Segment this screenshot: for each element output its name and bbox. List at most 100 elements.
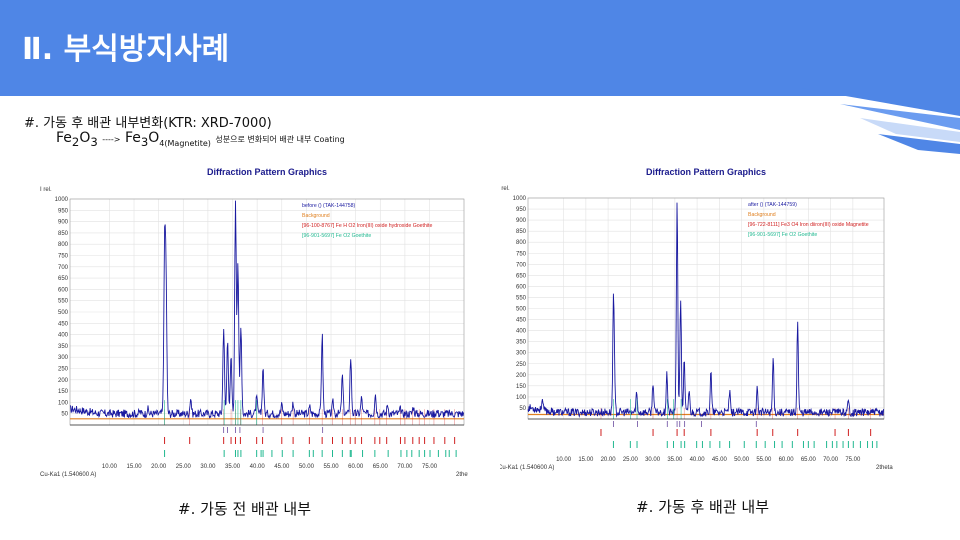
legend-entry: Background [748, 212, 776, 218]
x-tick-label: 35.00 [225, 464, 241, 470]
formula-from-mid: O [79, 130, 91, 146]
legend-entry: [96-722-8111] Fe3 O4 Iron diiron(III) ox… [748, 222, 869, 228]
y-tick-label: 50 [61, 412, 68, 418]
y-tick-label: 200 [58, 378, 69, 384]
y-tick-label: 100 [58, 400, 69, 406]
y-tick-label: 1000 [513, 196, 527, 202]
legend-entry: Background [302, 213, 330, 219]
page-title: Ⅱ. 부식방지사례 [22, 32, 230, 67]
y-tick-label: 600 [516, 284, 527, 290]
x-tick-label: 10.00 [102, 464, 118, 470]
y-tick-label: 450 [58, 321, 69, 327]
y-tick-label: 900 [58, 220, 69, 226]
x-tick-label: 25.00 [176, 464, 192, 470]
x-axis-label: 2theta [456, 472, 468, 478]
x-tick-label: 30.00 [645, 457, 661, 463]
formula-note: 성분으로 변화되어 배관 내부 Coating [215, 135, 345, 144]
y-tick-label: 100 [516, 395, 527, 401]
y-tick-label: 600 [58, 287, 69, 293]
x-axis-label: 2theta [876, 465, 893, 471]
y-tick-label: 850 [58, 231, 69, 237]
y-tick-label: 950 [516, 207, 527, 213]
y-tick-label: 300 [516, 351, 527, 357]
y-tick-label: 200 [516, 373, 527, 379]
x-tick-label: 45.00 [712, 457, 728, 463]
y-tick-label: 750 [516, 251, 527, 257]
y-axis-label: I rel. [40, 187, 52, 193]
legend-entry: before () (TAK-144758) [302, 203, 356, 209]
y-tick-label: 850 [516, 229, 527, 235]
x-tick-label: 20.00 [601, 457, 617, 463]
series-line-main [527, 202, 885, 418]
xrd-chart-before: Diffraction Pattern Graphics I rel. 50 100 1… [40, 167, 468, 478]
y-tick-label: 400 [58, 333, 69, 339]
x-tick-label: 10.00 [556, 457, 572, 463]
y-tick-label: 300 [58, 355, 69, 361]
x-tick-label: 15.00 [578, 457, 594, 463]
y-tick-label: 650 [516, 273, 527, 279]
x-tick-label: 30.00 [200, 464, 216, 470]
y-tick-label: 450 [516, 318, 527, 324]
x-tick-label: 60.00 [779, 457, 795, 463]
y-tick-label: 950 [58, 208, 69, 214]
series-line-main [69, 200, 465, 420]
y-tick-label: 550 [58, 299, 69, 305]
legend-entry: [96-901-5697] Fe O2 Goethite [302, 233, 371, 239]
y-tick-label: 800 [58, 242, 69, 248]
decorative-stripes [800, 88, 960, 154]
subtitle: #. 가동 후 배관 내부변화(KTR: XRD-7000) [24, 116, 272, 131]
caption-after: #. 가동 후 배관 내부 [636, 498, 770, 516]
x-tick-label: 35.00 [667, 457, 683, 463]
x-tick-label: 25.00 [623, 457, 639, 463]
y-tick-label: 150 [516, 384, 527, 390]
x-tick-label: 55.00 [324, 464, 340, 470]
y-tick-label: 250 [58, 367, 69, 373]
formula-to-base: Fe [124, 130, 141, 146]
xrd-chart-after: Diffraction Pattern Graphics I rel. 50 100 1… [500, 167, 893, 471]
caption-before: #. 가동 전 배관 내부 [178, 500, 312, 518]
x-tick-label: 65.00 [801, 457, 817, 463]
formula-arrow: ----> [102, 135, 121, 144]
y-tick-label: 550 [516, 295, 527, 301]
chart-title: Diffraction Pattern Graphics [646, 167, 766, 177]
x-tick-label: 40.00 [250, 464, 266, 470]
y-tick-label: 50 [519, 406, 526, 412]
legend-entry: after () (TAK-144759) [748, 202, 797, 208]
y-tick-label: 700 [516, 262, 527, 268]
x-tick-label: 20.00 [151, 464, 167, 470]
y-tick-label: 1000 [55, 197, 69, 203]
y-axis-label: I rel. [500, 186, 510, 192]
y-tick-label: 800 [516, 240, 527, 246]
legend-entry: [96-100-8767] Fe H O2 Iron(III) oxide hy… [302, 223, 432, 229]
x-tick-label: 40.00 [690, 457, 706, 463]
x-tick-label: 70.00 [397, 464, 413, 470]
formula-to-mid: O [148, 130, 160, 146]
x-tick-label: 50.00 [734, 457, 750, 463]
chart-title: Diffraction Pattern Graphics [207, 167, 327, 177]
header-bar: Ⅱ. 부식방지사례 [0, 0, 960, 96]
x-tick-label: 75.00 [422, 464, 438, 470]
x-tick-label: 45.00 [274, 464, 290, 470]
y-tick-label: 900 [516, 218, 527, 224]
y-tick-label: 250 [516, 362, 527, 368]
x-tick-label: 60.00 [348, 464, 364, 470]
formula-to-sub1: 3 [140, 134, 149, 149]
formula-from-base: Fe [56, 130, 72, 146]
x-tick-label: 15.00 [127, 464, 143, 470]
legend-entry: [96-901-5697] Fe O2 Goethite [748, 232, 817, 238]
x-tick-label: 70.00 [823, 457, 839, 463]
y-tick-label: 350 [516, 340, 527, 346]
y-tick-label: 750 [58, 254, 69, 260]
x-tick-label: 50.00 [299, 464, 315, 470]
y-tick-label: 500 [516, 307, 527, 313]
y-tick-label: 150 [58, 389, 69, 395]
y-tick-label: 400 [516, 329, 527, 335]
x-tick-label: 75.00 [845, 457, 861, 463]
formula-from-sub2: 3 [90, 134, 98, 149]
y-tick-label: 350 [58, 344, 69, 350]
radiation-label: Cu-Ka1 (1.540600 A) [40, 472, 96, 478]
radiation-label: Cu-Ka1 (1.540600 A) [500, 465, 554, 471]
y-tick-label: 500 [58, 310, 69, 316]
formula-to-sub2: 4(Magnetite) [159, 138, 211, 148]
y-tick-label: 650 [58, 276, 69, 282]
